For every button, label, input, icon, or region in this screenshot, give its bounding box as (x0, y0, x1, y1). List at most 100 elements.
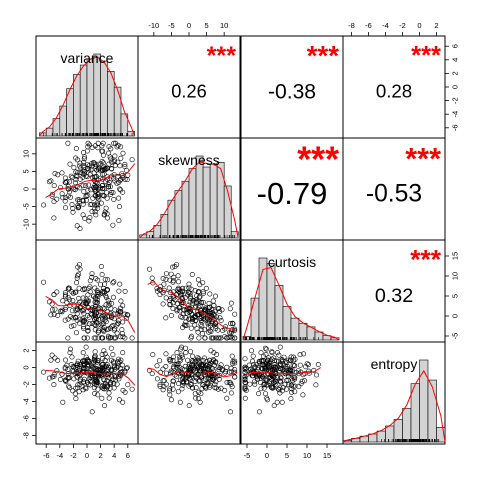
scatter-point (230, 360, 236, 366)
scatter-point (81, 335, 87, 341)
scatter-point (213, 323, 219, 329)
scatter-point (181, 311, 187, 317)
scatter-point (313, 372, 319, 378)
scatter-point (52, 171, 58, 177)
axis-tick-label: -6 (365, 21, 372, 30)
scatter-point (93, 358, 99, 364)
scatter-point (189, 271, 195, 277)
scatter-point (262, 365, 268, 371)
significance-stars-skewness-curtosis: *** (297, 140, 339, 180)
scatter-point (93, 184, 99, 190)
scatter-point (282, 381, 288, 387)
scatter-point (102, 211, 108, 217)
axis-tick-label: -5 (168, 21, 175, 30)
histogram-bar-variance (127, 130, 135, 137)
histogram-entropy (342, 359, 446, 443)
histogram-bar-entropy (385, 425, 395, 443)
scatter-point (193, 385, 199, 391)
scatter-point (272, 376, 278, 382)
scatter-point (104, 313, 110, 319)
scatter-point (262, 345, 268, 351)
scatter-point (107, 385, 113, 391)
scatter-point (110, 294, 116, 300)
scatter-point (272, 364, 278, 370)
scatter-point (242, 364, 248, 370)
axis-tick-label: -8 (22, 432, 31, 439)
scatter-point (80, 201, 86, 207)
scatter-point (89, 373, 95, 379)
scatter-point (168, 295, 174, 301)
scatter-point (157, 382, 163, 388)
scatter-point (277, 390, 283, 396)
axis-tick-label: -4 (22, 398, 31, 405)
scatter-point (92, 312, 98, 318)
scatter-point (157, 383, 163, 389)
scatter-point (278, 374, 284, 380)
scatter-point (284, 359, 290, 365)
scatter-point (216, 335, 222, 341)
scatter-point (69, 202, 75, 208)
scatter-point (100, 335, 106, 341)
scatter-point (92, 357, 98, 363)
scatter-point (168, 397, 174, 403)
histogram-bar-curtosis (290, 317, 300, 341)
scatter-point (198, 317, 204, 323)
scatter-point (116, 373, 122, 379)
scatter-point (274, 350, 280, 356)
variable-label-variance: variance (61, 50, 114, 66)
scatter-point (77, 226, 83, 232)
scatter-point (208, 335, 214, 341)
scatter-point (66, 285, 72, 291)
scatter-point (106, 300, 112, 306)
histogram-bar-entropy (427, 379, 437, 443)
scatter-point (125, 172, 131, 178)
scatter-point (108, 191, 114, 197)
scatter-point (232, 327, 238, 333)
scatter-point (77, 266, 83, 272)
scatter-point (116, 195, 122, 201)
scatter-point (256, 391, 262, 397)
scatter-point (109, 367, 115, 373)
scatter-point (110, 359, 116, 365)
scatter-point (175, 389, 181, 395)
scatter-point (95, 392, 101, 398)
scatter-point (95, 386, 101, 392)
scatter-point (65, 316, 71, 322)
scatter-point (207, 313, 213, 319)
scatter-point (87, 378, 93, 384)
scatter-point (212, 381, 218, 387)
scatter-point (188, 325, 194, 331)
scatter-point (116, 397, 122, 403)
histogram-bar-variance (93, 53, 101, 137)
scatter-point (103, 205, 109, 211)
smooth-line (45, 295, 136, 333)
scatter-point (90, 195, 96, 201)
scatter-point (150, 352, 156, 358)
axis-tick-label: 0 (187, 21, 191, 30)
smooth-line (45, 370, 136, 386)
scatter-point (104, 286, 110, 292)
scatter-point (65, 186, 71, 192)
scatter-point (70, 290, 76, 296)
scatter-point (228, 330, 234, 336)
scatter-point (54, 196, 60, 202)
histogram-bar-curtosis (282, 306, 292, 341)
scatter-point (124, 312, 130, 318)
scatter-point (77, 169, 83, 175)
scatter-point (172, 263, 178, 269)
scatter-point (299, 378, 305, 384)
axis-tick-label: -2 (451, 97, 460, 104)
scatter-point (195, 277, 201, 283)
axis-tick-label: 0 (417, 21, 421, 30)
panel-frame-entropy-skewness (137, 341, 241, 445)
scatter-point (211, 322, 217, 328)
scatter-point (98, 263, 104, 269)
scatter-point (248, 367, 254, 373)
scatter-point (230, 321, 236, 327)
scatter-point (74, 174, 80, 180)
scatter-point (80, 387, 86, 393)
scatter-point (83, 194, 89, 200)
scatter-point (147, 266, 153, 272)
scatter-point (112, 178, 118, 184)
scatter-point (196, 335, 202, 341)
